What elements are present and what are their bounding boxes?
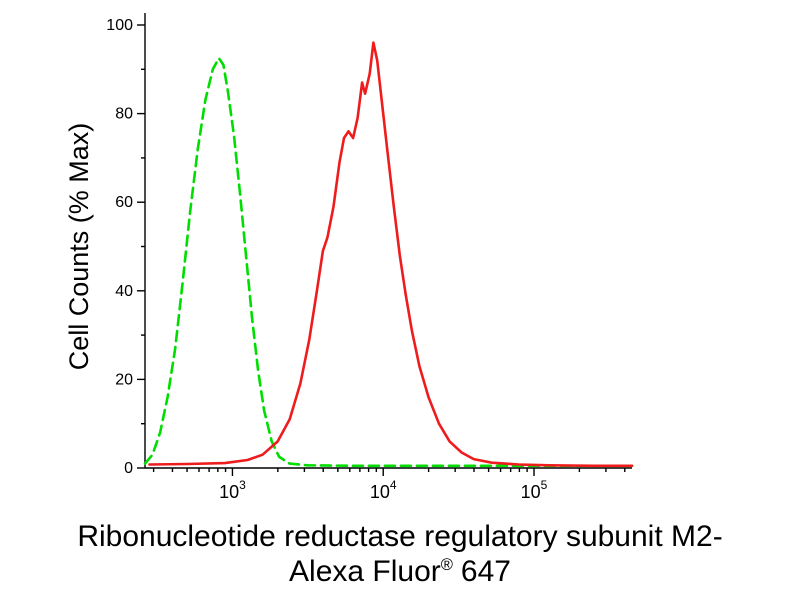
- y-tick-label: 40: [115, 283, 133, 300]
- y-tick-label: 60: [115, 194, 133, 211]
- registered-trademark-symbol: ®: [440, 556, 453, 575]
- series-stained-solid-red: [148, 41, 634, 468]
- caption-line2: Alexa Fluor® 647: [0, 554, 800, 589]
- y-tick-label: 80: [115, 106, 133, 123]
- caption-fluor-name: Alexa Fluor: [289, 555, 441, 589]
- caption-line1: Ribonucleotide reductase regulatory subu…: [77, 520, 723, 553]
- y-tick-label: 100: [106, 17, 133, 34]
- y-tick-label: 0: [124, 460, 133, 477]
- x-tick-label: 105: [521, 478, 548, 502]
- series-control-dashed-green: [143, 56, 634, 468]
- x-tick-label: 104: [370, 478, 397, 502]
- figure-caption: Ribonucleotide reductase regulatory subu…: [0, 519, 800, 590]
- caption-fluor-number: 647: [460, 555, 511, 589]
- y-axis-label: Cell Counts (% Max): [64, 123, 94, 371]
- histogram-plot: 0 20 40 60 80 100 103 104 105 Cell Counts (% Max): [64, 13, 634, 502]
- x-tick-label: 103: [219, 478, 246, 502]
- y-tick-label: 20: [115, 371, 133, 388]
